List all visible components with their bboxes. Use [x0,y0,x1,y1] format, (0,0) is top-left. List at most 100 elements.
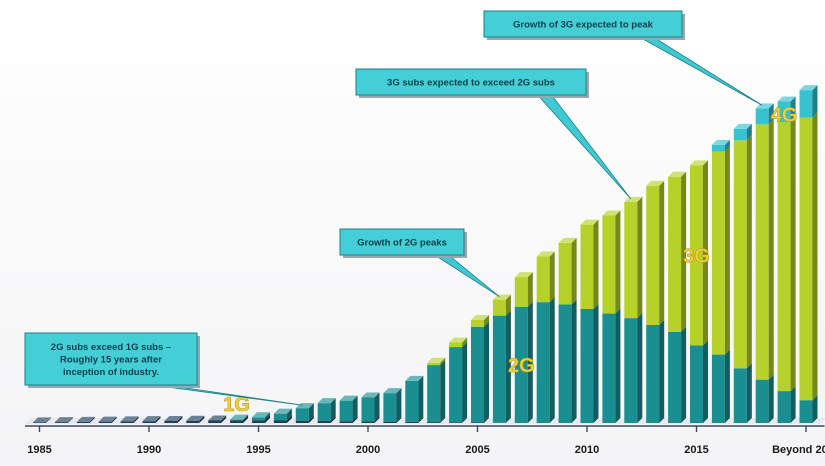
bar-side-4g-2017 [746,123,752,141]
bar-2g-2001 [383,393,397,422]
bar-2g-2013 [646,324,660,423]
bar-side-4g-2019 [790,96,796,123]
x-tick-label: 1995 [246,444,270,456]
bar-top-2000 [361,392,380,398]
bar-3g-2018 [755,124,769,380]
bar-3g-2019 [777,122,791,392]
bar-stack-1992 [186,415,205,423]
bar-top-2007 [514,272,533,278]
bar-2g-2016 [711,354,725,423]
callouts: 2G subs exceed 1G subs – Roughly 15 years… [24,10,763,406]
bar-2g-2010 [580,309,594,423]
bar-2g-2019 [777,391,791,423]
bar-top-2013 [646,180,665,186]
bar-side-2g-1999 [352,395,358,422]
generation-label-4g: 4G [771,105,798,127]
callout-box [355,68,587,96]
bar-side-2g-2008 [549,297,555,423]
bars-layer [25,85,825,424]
bar-stack-1998 [317,398,336,423]
callout-c4: Growth of 3G expected to peak [483,10,763,106]
bar-stack-2006 [492,294,511,423]
bar-2g-2011 [602,313,616,423]
bar-stack-1993 [208,415,227,423]
bar-side-2g-1996 [286,408,292,421]
bar-side-2g-1997 [308,403,314,421]
bar-stack-2010 [580,219,599,423]
bar-stack-1990 [142,416,161,423]
bar-stack-1987 [76,416,95,423]
bar-side-2g-2007 [527,301,533,423]
bar-side-3g-2004 [462,337,468,348]
bar-side-2g-1995 [265,412,270,421]
bar-side-2g-2005 [484,321,489,423]
bar-top-1991 [164,415,183,421]
bar-side-4g-2020 [812,85,818,118]
bar-top-2009 [558,237,577,243]
bar-stack-2018 [755,103,774,423]
bar-stack-2004 [449,337,468,423]
bar-side-3g-2010 [593,219,599,309]
bar-stack-2017 [733,123,752,423]
bar-top-2001 [383,388,402,394]
bar-side-3g-2005 [484,314,489,327]
bar-side-3g-2007 [527,272,533,307]
bar-stack-1991 [164,415,183,423]
bar-stack-2005 [471,314,489,423]
bar-side-1g-1994 [243,415,249,423]
bar-stack-2000 [361,392,380,423]
bar-top-1993 [208,415,227,421]
x-tick-label: 2005 [465,444,489,456]
bar-2g-2018 [755,379,769,423]
bar-stack-2020 [799,85,818,423]
bar-1g-1990 [142,421,156,423]
bar-side-1g-1989 [133,416,139,423]
bar-2g-2009 [558,304,572,423]
bar-1g-1997 [295,420,309,423]
bar-stack-2012 [624,196,643,423]
bar-side-2g-2018 [768,374,774,423]
bar-2g-2015 [690,345,703,423]
callout-text-line: Growth of 3G expected to peak [513,20,654,31]
callout-text-line: inception of industry. [63,367,159,378]
bar-top-2005 [471,314,489,320]
callout-text-line: 2G subs exceed 1G subs – [51,342,171,353]
bar-side-1g-1991 [177,415,183,423]
bar-3g-2011 [602,215,616,314]
bar-3g-2006 [492,299,506,316]
bar-top-2004 [449,337,468,343]
bar-1g-1991 [164,420,178,423]
bar-top-1992 [186,415,205,421]
bar-top-2003 [427,357,446,363]
bar-side-3g-2017 [746,135,752,369]
bar-top-1990 [142,416,161,422]
bar-side-2g-2011 [615,308,621,423]
bar-side-2g-2009 [571,299,577,423]
bar-stack-1989 [120,416,139,423]
bar-top-1999 [339,395,358,401]
bar-side-1g-2003 [440,417,446,423]
bar-top-1997 [295,403,314,409]
bar-top-2010 [580,219,599,225]
bar-top-2008 [536,251,555,257]
bar-side-2g-2012 [637,313,643,423]
bar-stack-2016 [711,139,730,423]
bar-side-1g-1997 [308,415,314,423]
bar-top-2011 [602,210,621,216]
bar-3g-2020 [799,117,813,401]
bar-1g-1995 [252,420,265,423]
bar-stack-1997 [295,403,314,423]
bar-2g-2003 [427,365,441,423]
x-tick-label: 2010 [575,444,599,456]
bar-side-1g-1999 [352,416,358,423]
bar-stack-2009 [558,237,577,423]
bar-3g-2005 [471,319,484,327]
bar-side-1g-2006 [505,417,511,423]
bar-3g-2014 [668,176,682,332]
bar-stack-2007 [514,272,533,423]
bar-top-2014 [668,171,687,177]
bar-top-2016 [711,139,730,145]
x-tick-label: 2015 [684,444,708,456]
bar-2g-2006 [492,315,506,423]
bar-3g-2007 [514,277,528,307]
